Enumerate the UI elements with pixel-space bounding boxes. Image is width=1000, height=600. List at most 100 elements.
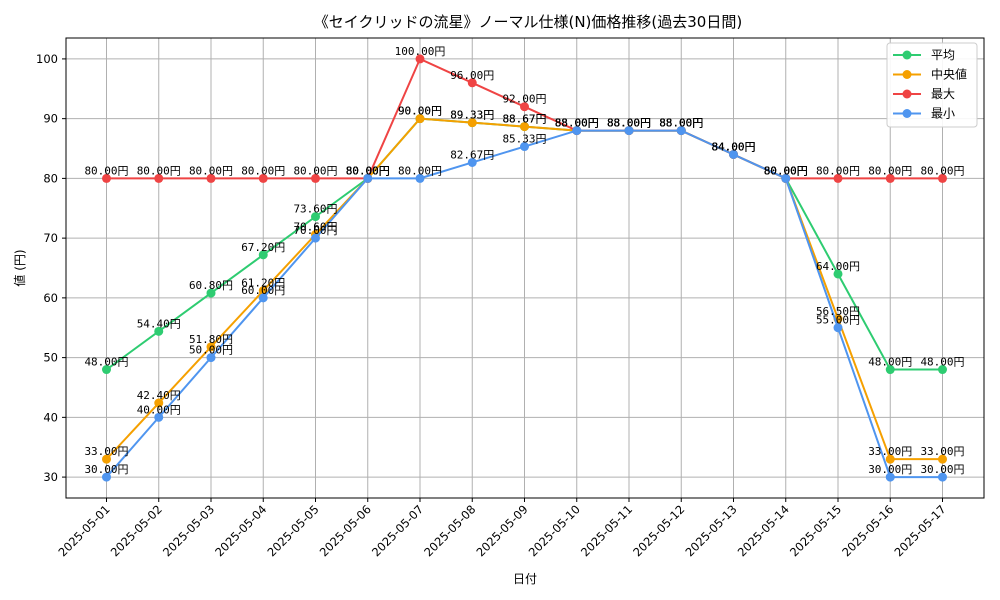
data-label: 30.00円 xyxy=(920,463,964,476)
data-point xyxy=(311,173,320,183)
data-point xyxy=(102,173,111,183)
data-point xyxy=(885,365,895,375)
chart-title: 《セイクリッドの流星》ノーマル仕様(N)価格推移(過去30日間) xyxy=(314,13,742,31)
data-point xyxy=(258,173,268,183)
data-point xyxy=(938,472,947,482)
y-tick-label: 100 xyxy=(36,52,58,66)
x-axis-label: 日付 xyxy=(513,572,537,586)
data-point xyxy=(154,412,164,422)
data-label: 92.00円 xyxy=(502,93,546,106)
grid-layer xyxy=(66,38,984,498)
data-point xyxy=(102,454,111,464)
data-label: 80.00円 xyxy=(920,164,964,177)
data-label: 88.00円 xyxy=(555,117,599,130)
legend-entry: 平均 xyxy=(931,48,955,62)
data-point xyxy=(572,126,582,136)
data-label: 80.00円 xyxy=(346,164,390,177)
data-point xyxy=(154,326,164,336)
legend-marker xyxy=(902,70,912,79)
data-label: 96.00円 xyxy=(450,69,494,82)
legend-box xyxy=(886,42,978,128)
data-label: 40.00円 xyxy=(137,403,181,416)
data-point xyxy=(206,342,216,352)
legend-entry: 最小 xyxy=(931,107,955,121)
data-label: 61.20円 xyxy=(241,277,285,290)
data-label: 70.60円 xyxy=(293,221,337,234)
data-label: 42.40円 xyxy=(137,389,181,402)
data-point xyxy=(520,102,529,112)
data-point xyxy=(938,173,947,183)
data-point xyxy=(102,472,111,482)
legend-marker xyxy=(902,89,912,99)
data-point xyxy=(415,54,425,64)
data-label: 80.00円 xyxy=(764,164,808,177)
data-point xyxy=(624,126,634,136)
data-label: 80.00円 xyxy=(346,164,390,177)
y-tick-label: 40 xyxy=(43,410,58,424)
data-point xyxy=(311,212,320,222)
data-point xyxy=(833,323,843,333)
data-label: 64.00円 xyxy=(816,260,860,273)
data-point xyxy=(520,122,529,132)
data-label: 70.00円 xyxy=(293,224,337,237)
data-label: 84.00円 xyxy=(711,140,755,153)
data-label: 80.00円 xyxy=(84,164,128,177)
data-label: 90.00円 xyxy=(398,105,442,118)
data-label: 80.00円 xyxy=(398,164,442,177)
data-label: 30.00円 xyxy=(868,463,912,476)
data-label: 54.40円 xyxy=(137,317,181,330)
data-label: 48.00円 xyxy=(868,356,912,369)
data-label: 80.00円 xyxy=(241,164,285,177)
data-point xyxy=(363,173,373,183)
data-point xyxy=(938,454,947,464)
data-label: 89.33円 xyxy=(450,109,494,122)
data-point xyxy=(833,173,843,183)
data-point xyxy=(467,118,477,128)
data-label: 84.00円 xyxy=(711,140,755,153)
data-label: 80.00円 xyxy=(764,164,808,177)
data-label: 100.00円 xyxy=(395,45,446,58)
data-label: 88.67円 xyxy=(502,113,546,126)
data-point xyxy=(467,157,477,167)
data-point xyxy=(729,149,738,159)
data-point xyxy=(885,173,895,183)
data-point xyxy=(154,173,164,183)
legend-marker xyxy=(902,109,912,118)
legend-entry: 中央値 xyxy=(931,67,967,82)
data-label: 88.00円 xyxy=(659,117,703,130)
data-point xyxy=(206,288,216,298)
data-label: 33.00円 xyxy=(868,445,912,458)
data-label: 88.00円 xyxy=(607,117,651,130)
data-label: 88.00円 xyxy=(555,117,599,130)
data-point xyxy=(885,454,895,464)
data-label: 88.00円 xyxy=(659,117,703,130)
data-label: 88.00円 xyxy=(555,117,599,130)
data-label: 51.80円 xyxy=(189,333,233,346)
data-label: 88.67円 xyxy=(502,113,546,126)
data-point xyxy=(311,233,320,243)
data-label: 80.00円 xyxy=(346,164,390,177)
data-label: 89.33円 xyxy=(450,109,494,122)
y-tick-label: 50 xyxy=(43,351,58,365)
data-label: 80.00円 xyxy=(816,164,860,177)
y-tick-label: 90 xyxy=(43,112,58,126)
data-label: 55.00円 xyxy=(816,314,860,327)
data-label: 88.00円 xyxy=(659,117,703,130)
data-point xyxy=(154,398,164,408)
data-label: 60.00円 xyxy=(241,284,285,297)
data-point xyxy=(938,365,947,375)
data-labels-layer: 48.00円 54.40円 60.80円 67.20円 73.60円 80.00円 90.0… xyxy=(84,45,964,476)
data-label: 80.00円 xyxy=(293,164,337,177)
data-point xyxy=(520,142,529,152)
series-layer xyxy=(102,54,947,482)
data-label: 80.00円 xyxy=(764,164,808,177)
y-tick-label: 70 xyxy=(43,231,58,245)
data-point xyxy=(258,250,268,260)
data-label: 88.00円 xyxy=(555,117,599,130)
data-point xyxy=(415,173,425,183)
y-axis-label: 値 (円) xyxy=(12,249,27,286)
data-point xyxy=(102,365,111,375)
data-label: 88.00円 xyxy=(607,117,651,130)
